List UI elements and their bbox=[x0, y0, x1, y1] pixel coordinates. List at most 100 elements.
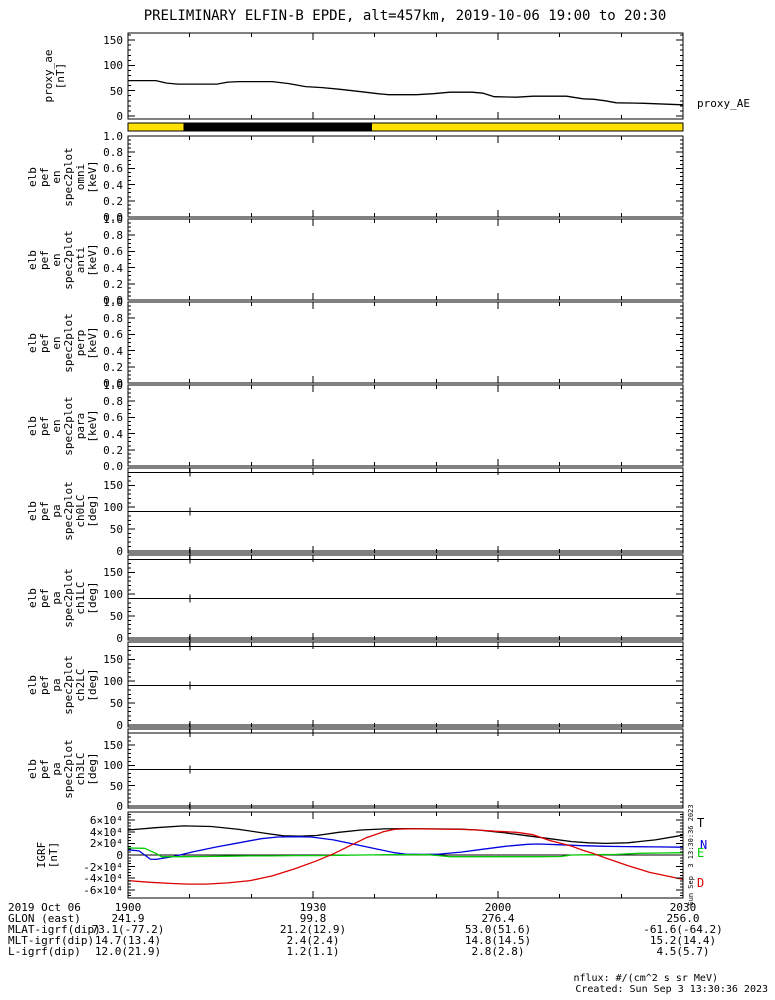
series-D bbox=[127, 828, 684, 885]
panel-ylabel-elb_pef_pa_spec2plot_ch1LC: elb pef pa spec2plot ch1LC [deg] bbox=[26, 567, 99, 628]
panel-elb_pef_pa_spec2plot_ch0LC bbox=[127, 467, 684, 555]
legend-igrf-n: N bbox=[700, 838, 708, 852]
y-tick-label: -6×10⁴ bbox=[83, 883, 123, 897]
y-tick-label: 0.0 bbox=[103, 377, 123, 390]
var-label-mlt: MLT-igrf(dip) bbox=[8, 934, 95, 947]
y-tick-label: 0.0 bbox=[103, 211, 123, 224]
y-tick-label: 0.8 bbox=[103, 146, 123, 160]
y-tick-label: -4×10⁴ bbox=[83, 872, 123, 886]
y-tick-label: 0 bbox=[116, 849, 123, 862]
var-label-value: 14.7(13.4) bbox=[94, 934, 162, 947]
var-label-mlat: MLAT-igrf(dip) bbox=[8, 923, 101, 936]
var-label-value: 241.9 bbox=[111, 912, 145, 925]
y-tick-label: 100 bbox=[103, 675, 123, 689]
panel-elb_pef_pa_spec2plot_ch3LC bbox=[127, 728, 684, 810]
panel-ylabel-elb_pef_pa_spec2plot_ch2LC: elb pef pa spec2plot ch2LC [deg] bbox=[26, 654, 99, 715]
y-tick-label: 50 bbox=[109, 697, 123, 711]
panel-elb_pef_en_spec2plot_anti bbox=[127, 218, 684, 301]
y-tick-label: 1.0 bbox=[103, 296, 123, 309]
y-tick-label: 150 bbox=[103, 739, 123, 753]
legend-proxy-ae: proxy_AE bbox=[697, 97, 750, 110]
y-tick-label: 0.4 bbox=[103, 344, 123, 358]
var-label-value: 2.8(2.8) bbox=[471, 945, 525, 958]
y-tick-label: 0.8 bbox=[103, 395, 123, 409]
date-label: 2019 Oct 06 bbox=[8, 901, 81, 914]
var-label-value: 4.5(5.7) bbox=[656, 945, 710, 958]
created-note: Created: Sun Sep 3 13:30:36 2023 bbox=[575, 984, 768, 995]
y-tick-label: 0.6 bbox=[103, 411, 123, 425]
y-tick-label: 0 bbox=[116, 718, 123, 732]
panel-elb_pef_en_spec2plot_perp bbox=[127, 301, 684, 384]
panel-ylabel-elb_pef_en_spec2plot_anti: elb pef en spec2plot anti [keV] bbox=[26, 229, 99, 290]
y-tick-label: 0.2 bbox=[103, 443, 123, 457]
y-tick-label: 0.0 bbox=[103, 294, 123, 307]
panel-ylabel-elb_pef_pa_spec2plot_ch0LC: elb pef pa spec2plot ch0LC [deg] bbox=[26, 480, 99, 541]
time-tick-label: 1900 bbox=[114, 901, 142, 914]
var-label-value: 256.0 bbox=[666, 912, 700, 925]
series-E bbox=[127, 847, 684, 858]
nflux-units-note: nflux: #/(cm^2 s sr MeV) bbox=[573, 973, 719, 984]
y-tick-label: 2×10⁴ bbox=[89, 837, 123, 851]
panel-elb_pef_en_spec2plot_para bbox=[127, 384, 684, 467]
legend-igrf-t: T bbox=[697, 816, 705, 830]
y-tick-label: 1.0 bbox=[103, 213, 123, 226]
y-tick-label: 0 bbox=[116, 109, 123, 123]
time-tick-label: 2000 bbox=[484, 901, 512, 914]
panel-elb_pef_en_spec2plot_omni bbox=[127, 135, 684, 218]
y-tick-label: 50 bbox=[109, 84, 123, 98]
y-tick-label: 1.0 bbox=[103, 130, 123, 143]
var-label-value: 14.8(14.5) bbox=[464, 934, 532, 947]
y-tick-label: 0.6 bbox=[103, 328, 123, 342]
panel-status_bar bbox=[127, 122, 684, 132]
y-tick-label: 0.2 bbox=[103, 277, 123, 291]
y-tick-label: 150 bbox=[103, 566, 123, 580]
var-label-l: L-igrf(dip) bbox=[8, 945, 81, 958]
y-tick-label: 0.4 bbox=[103, 178, 123, 192]
y-tick-label: 50 bbox=[109, 610, 123, 624]
var-label-value: 12.0(21.9) bbox=[94, 945, 162, 958]
var-label-value: 53.0(51.6) bbox=[464, 923, 532, 936]
panel-ylabel-proxy_ae: proxy_ae [nT] bbox=[42, 49, 67, 103]
plot-title: PRELIMINARY ELFIN-B EPDE, alt=457km, 201… bbox=[143, 8, 667, 24]
time-tick-label: 2030 bbox=[669, 901, 697, 914]
panel-ylabel-elb_pef_en_spec2plot_para: elb pef en spec2plot para [keV] bbox=[26, 395, 99, 456]
y-tick-label: 100 bbox=[103, 588, 123, 602]
y-tick-label: 150 bbox=[103, 479, 123, 493]
panel-ylabel-elb_pef_en_spec2plot_perp: elb pef en spec2plot perp [keV] bbox=[26, 312, 99, 373]
panel-elb_pef_pa_spec2plot_ch2LC bbox=[127, 641, 684, 729]
panel-proxy_ae bbox=[127, 32, 684, 120]
legend-igrf-d: D bbox=[697, 876, 705, 890]
y-tick-label: 0.2 bbox=[103, 194, 123, 208]
y-tick-label: 0.4 bbox=[103, 261, 123, 275]
panel-ylabel-igrf: IGRF [nT] bbox=[35, 841, 60, 869]
y-tick-label: 100 bbox=[103, 59, 123, 73]
var-label-value: 99.8 bbox=[299, 912, 327, 925]
var-label-value: 21.2(12.9) bbox=[279, 923, 347, 936]
panel-elb_pef_pa_spec2plot_ch1LC bbox=[127, 554, 684, 642]
var-label-value: 1.2(1.1) bbox=[286, 945, 340, 958]
y-tick-label: 6×10⁴ bbox=[89, 814, 123, 828]
y-tick-label: 100 bbox=[103, 501, 123, 515]
y-tick-label: 150 bbox=[103, 653, 123, 667]
y-tick-label: 0.0 bbox=[103, 460, 123, 473]
time-tick-label: 1930 bbox=[299, 901, 327, 914]
y-tick-label: 0 bbox=[116, 544, 123, 558]
y-tick-label: 0.6 bbox=[103, 245, 123, 259]
var-label-value: 15.2(14.4) bbox=[649, 934, 717, 947]
y-tick-label: 50 bbox=[109, 523, 123, 537]
panel-ylabel-elb_pef_en_spec2plot_omni: elb pef en spec2plot omni [keV] bbox=[26, 146, 99, 207]
y-tick-label: 0.8 bbox=[103, 312, 123, 326]
panel-igrf bbox=[127, 811, 684, 899]
legend-igrf-e: E bbox=[697, 846, 705, 860]
y-tick-label: 4×10⁴ bbox=[89, 825, 123, 839]
y-tick-label: 0.6 bbox=[103, 162, 123, 176]
y-tick-label: 0 bbox=[116, 799, 123, 813]
var-label-value: -61.6(-64.2) bbox=[643, 923, 723, 936]
var-label-glon: GLON (east) bbox=[8, 912, 81, 925]
panel-ylabel-elb_pef_pa_spec2plot_ch3LC: elb pef pa spec2plot ch3LC [deg] bbox=[26, 738, 99, 799]
y-tick-label: 50 bbox=[109, 779, 123, 793]
y-tick-label: 100 bbox=[103, 759, 123, 773]
y-tick-label: 0.4 bbox=[103, 427, 123, 441]
